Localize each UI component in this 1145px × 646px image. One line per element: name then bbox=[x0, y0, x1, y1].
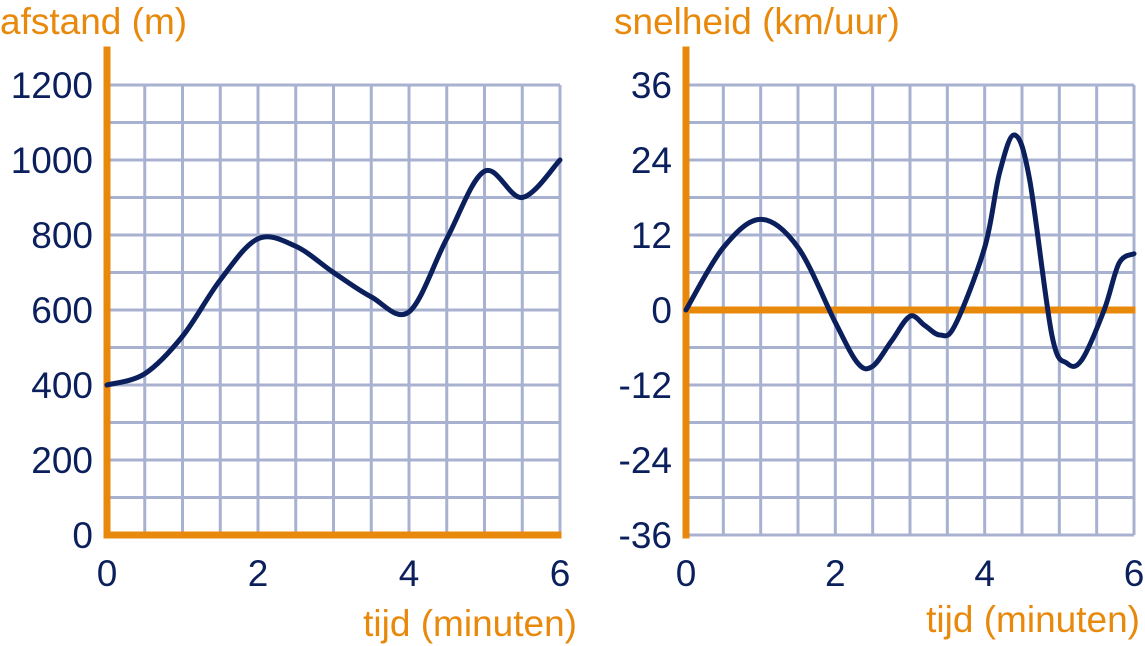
distance-y-label: afstand (m) bbox=[0, 1, 187, 42]
distance-y-tick-label: 800 bbox=[31, 215, 93, 256]
speed-x-ticks: 0 2 4 6 bbox=[676, 553, 1145, 594]
distance-y-tick-label: 600 bbox=[31, 290, 93, 331]
distance-x-label: tijd (minuten) bbox=[363, 603, 577, 644]
distance-x-ticks: 0 2 4 6 bbox=[97, 553, 571, 594]
speed-curve bbox=[683, 132, 1137, 372]
speed-x-tick-label: 4 bbox=[974, 553, 995, 594]
speed-y-tick-label: 0 bbox=[651, 290, 672, 331]
distance-y-tick-label: 400 bbox=[31, 365, 93, 406]
distance-y-tick-label: 1200 bbox=[11, 65, 93, 106]
distance-y-tick-label: 1000 bbox=[11, 140, 93, 181]
distance-y-tick-label: 200 bbox=[31, 440, 93, 481]
speed-x-label: tijd (minuten) bbox=[926, 599, 1140, 640]
speed-y-tick-label: 12 bbox=[631, 215, 672, 256]
distance-chart: 0 200 400 600 800 1000 1200 0 2 4 6 afstand (m) t… bbox=[0, 1, 577, 644]
speed-y-tick-label: 24 bbox=[631, 140, 672, 181]
distance-x-tick-label: 6 bbox=[550, 553, 571, 594]
distance-x-tick-label: 4 bbox=[399, 553, 420, 594]
distance-x-tick-label: 0 bbox=[97, 553, 118, 594]
speed-y-tick-label: -12 bbox=[619, 365, 672, 406]
distance-y-tick-label: 0 bbox=[72, 515, 93, 556]
speed-y-label: snelheid (km/uur) bbox=[614, 1, 900, 42]
speed-y-ticks: -36 -24 -12 0 12 24 36 bbox=[619, 65, 672, 556]
distance-y-ticks: 0 200 400 600 800 1000 1200 bbox=[11, 65, 93, 556]
speed-x-tick-label: 0 bbox=[676, 553, 697, 594]
speed-y-tick-label: 36 bbox=[631, 65, 672, 106]
speed-y-tick-label: -36 bbox=[619, 515, 672, 556]
distance-curve bbox=[104, 157, 563, 388]
speed-x-tick-label: 6 bbox=[1124, 553, 1145, 594]
distance-x-tick-label: 2 bbox=[248, 553, 269, 594]
speed-x-tick-label: 2 bbox=[825, 553, 846, 594]
distance-grid bbox=[105, 83, 562, 537]
speed-y-tick-label: -24 bbox=[619, 440, 672, 481]
